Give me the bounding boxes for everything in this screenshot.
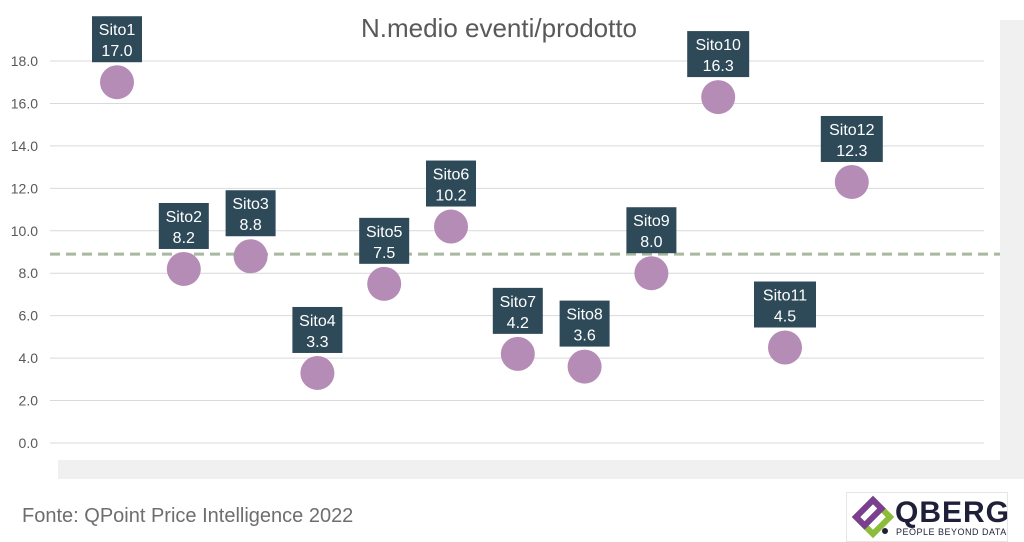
- data-label: Sito4 3.3: [292, 306, 343, 353]
- data-label: Sito5 7.5: [359, 217, 410, 264]
- data-label-box: [225, 190, 276, 237]
- y-tick-label: 16.0: [11, 95, 38, 111]
- data-label-name: Sito1: [99, 22, 136, 39]
- data-label-value: 8.2: [173, 230, 195, 247]
- data-label-box: [359, 217, 410, 264]
- data-point: [100, 65, 134, 100]
- data-point: [834, 164, 869, 199]
- data-label-box: [687, 31, 750, 78]
- y-tick-label: 10.0: [11, 223, 38, 239]
- chart-panel: N.medio eventi/prodotto 0.0 2.0 4.0 6.0 8.0 1…: [10, 13, 1000, 451]
- data-label: Sito3 8.8: [225, 190, 276, 237]
- data-label-value: 17.0: [101, 43, 132, 60]
- data-label-value: 10.2: [435, 188, 466, 205]
- chart-title: N.medio eventi/prodotto: [361, 13, 637, 43]
- data-label: Sito7 4.2: [492, 287, 543, 334]
- y-tick-label: 2.0: [19, 393, 39, 409]
- data-label-box: [754, 281, 816, 328]
- logo-tagline: PEOPLE BEYOND DATA: [896, 527, 1007, 537]
- data-label-name: Sito5: [366, 224, 403, 241]
- data-label-name: Sito2: [166, 209, 203, 226]
- data-label-value: 8.0: [640, 234, 662, 251]
- data-label: Sito1 17.0: [92, 16, 142, 63]
- data-points: [100, 65, 869, 390]
- logo-name: QBERG: [895, 496, 1011, 529]
- data-label-value: 4.2: [507, 315, 529, 332]
- data-label-value: 3.6: [573, 328, 595, 345]
- y-tick-label: 6.0: [19, 308, 39, 324]
- data-label: Sito6 10.2: [426, 160, 476, 207]
- y-tick-label: 18.0: [11, 53, 38, 69]
- data-point: [500, 336, 535, 371]
- data-label-box: [158, 202, 209, 249]
- data-label-value: 3.3: [306, 334, 328, 351]
- source-note: Fonte: QPoint Price Intelligence 2022: [22, 505, 354, 527]
- data-label-value: 8.8: [239, 217, 261, 234]
- data-point: [434, 209, 468, 244]
- data-label-name: Sito4: [299, 313, 336, 330]
- data-label-value: 16.3: [703, 58, 734, 75]
- data-label: Sito11 4.5: [754, 281, 816, 328]
- y-tick-label: 12.0: [11, 180, 38, 196]
- y-tick-label: 0.0: [19, 435, 39, 451]
- y-tick-label: 4.0: [19, 350, 39, 366]
- data-point: [701, 80, 736, 115]
- data-label-name: Sito11: [763, 288, 807, 305]
- data-label: Sito12 12.3: [820, 115, 883, 162]
- y-tick-labels: 0.0 2.0 4.0 6.0 8.0 10.0 12.0 14.0 16.0 18.0: [11, 53, 38, 451]
- data-point: [567, 349, 602, 384]
- data-label-box: [820, 115, 883, 162]
- data-point: [634, 256, 669, 291]
- chart-svg: N.medio eventi/prodotto 0.0 2.0 4.0 6.0 8.0 1…: [11, 13, 1000, 451]
- data-label-value: 4.5: [774, 309, 796, 326]
- data-labels: Sito1 17.0 Sito2 8.2 Sito3 8.8 Sito4 3.3 Sito5 7.…: [92, 16, 883, 353]
- y-tick-label: 8.0: [19, 265, 39, 281]
- qberg-logo-mark-icon: [851, 495, 895, 539]
- data-label-name: Sito12: [829, 122, 874, 139]
- y-tick-label: 14.0: [11, 138, 38, 154]
- data-label: Sito8 3.6: [559, 300, 610, 347]
- data-label-name: Sito9: [633, 213, 670, 230]
- data-label-box: [92, 16, 142, 63]
- data-label-name: Sito6: [433, 167, 470, 184]
- data-label-box: [292, 306, 343, 353]
- data-label-box: [559, 300, 610, 347]
- data-label-name: Sito3: [232, 196, 269, 213]
- data-label-value: 7.5: [373, 245, 395, 262]
- data-label-value: 12.3: [836, 143, 867, 160]
- data-label: Sito2 8.2: [158, 202, 209, 249]
- data-label: Sito10 16.3: [687, 31, 750, 78]
- data-point: [300, 355, 335, 390]
- data-label-box: [626, 207, 677, 254]
- data-label-name: Sito7: [500, 294, 537, 311]
- data-label: Sito9 8.0: [626, 207, 677, 254]
- data-point: [166, 251, 201, 286]
- data-label-box: [492, 287, 543, 334]
- data-label-box: [426, 160, 476, 207]
- qberg-logo: QBERG PEOPLE BEYOND DATA: [846, 492, 1011, 542]
- data-label-name: Sito10: [696, 37, 741, 54]
- data-point: [367, 266, 402, 301]
- data-point: [233, 239, 268, 274]
- data-point: [768, 330, 802, 365]
- data-label-name: Sito8: [566, 307, 603, 324]
